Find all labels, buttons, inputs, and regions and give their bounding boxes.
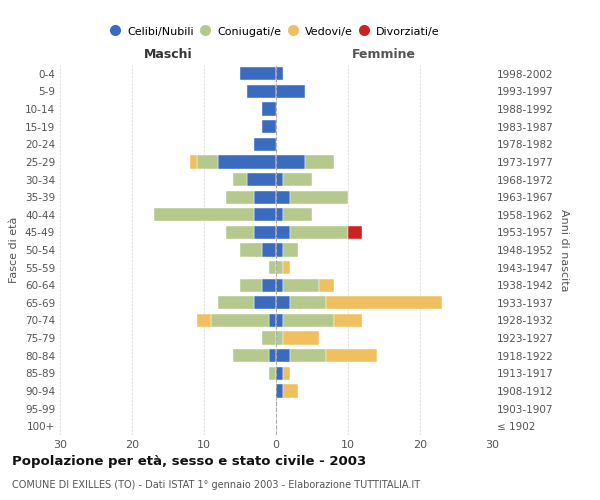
Legend: Celibi/Nubili, Coniugati/e, Vedovi/e, Divorziati/e: Celibi/Nubili, Coniugati/e, Vedovi/e, Di…	[109, 22, 443, 40]
Bar	[276, 349, 290, 362]
Bar	[233, 349, 269, 362]
Bar	[190, 156, 197, 168]
Bar	[240, 67, 276, 80]
Bar	[326, 349, 377, 362]
Bar	[269, 349, 276, 362]
Bar	[269, 366, 276, 380]
Bar	[254, 190, 276, 204]
Bar	[283, 278, 319, 292]
Bar	[262, 120, 276, 134]
Bar	[276, 156, 305, 168]
Bar	[226, 226, 254, 239]
Text: Femmine: Femmine	[352, 48, 416, 62]
Bar	[276, 173, 283, 186]
Text: Maschi: Maschi	[143, 48, 193, 62]
Bar	[269, 314, 276, 327]
Bar	[276, 208, 283, 222]
Bar	[290, 296, 326, 310]
Bar	[233, 173, 247, 186]
Bar	[276, 278, 283, 292]
Bar	[283, 332, 319, 344]
Bar	[283, 366, 290, 380]
Bar	[254, 208, 276, 222]
Bar	[283, 384, 298, 398]
Bar	[197, 314, 211, 327]
Bar	[211, 314, 269, 327]
Bar	[276, 261, 283, 274]
Bar	[276, 366, 283, 380]
Bar	[276, 384, 283, 398]
Bar	[276, 67, 283, 80]
Bar	[276, 190, 290, 204]
Bar	[240, 278, 262, 292]
Bar	[276, 332, 283, 344]
Bar	[283, 173, 312, 186]
Bar	[240, 244, 262, 256]
Bar	[319, 278, 334, 292]
Bar	[226, 190, 254, 204]
Bar	[276, 244, 283, 256]
Bar	[247, 173, 276, 186]
Bar	[254, 226, 276, 239]
Text: Popolazione per età, sesso e stato civile - 2003: Popolazione per età, sesso e stato civil…	[12, 455, 366, 468]
Bar	[154, 208, 254, 222]
Bar	[276, 226, 290, 239]
Y-axis label: Anni di nascita: Anni di nascita	[559, 209, 569, 291]
Bar	[326, 296, 442, 310]
Bar	[283, 261, 290, 274]
Bar	[218, 296, 254, 310]
Bar	[283, 244, 298, 256]
Bar	[276, 85, 305, 98]
Bar	[334, 314, 362, 327]
Bar	[276, 314, 283, 327]
Y-axis label: Fasce di età: Fasce di età	[10, 217, 19, 283]
Bar	[254, 138, 276, 151]
Bar	[305, 156, 334, 168]
Bar	[283, 314, 334, 327]
Bar	[254, 296, 276, 310]
Bar	[290, 349, 326, 362]
Text: COMUNE DI EXILLES (TO) - Dati ISTAT 1° gennaio 2003 - Elaborazione TUTTITALIA.IT: COMUNE DI EXILLES (TO) - Dati ISTAT 1° g…	[12, 480, 420, 490]
Bar	[283, 208, 312, 222]
Bar	[276, 296, 290, 310]
Bar	[290, 190, 348, 204]
Bar	[348, 226, 362, 239]
Bar	[247, 85, 276, 98]
Bar	[262, 332, 276, 344]
Bar	[262, 244, 276, 256]
Bar	[262, 278, 276, 292]
Bar	[197, 156, 218, 168]
Bar	[218, 156, 276, 168]
Bar	[269, 261, 276, 274]
Bar	[290, 226, 348, 239]
Bar	[262, 102, 276, 116]
